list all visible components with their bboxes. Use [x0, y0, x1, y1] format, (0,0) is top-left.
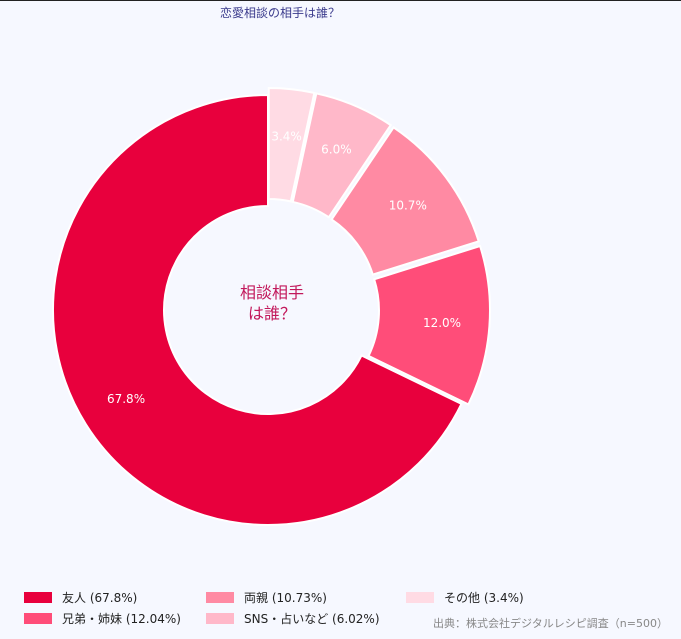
slice-4 — [291, 92, 393, 219]
legend-label-1: 友人 (67.8%) — [62, 591, 138, 605]
chart-title: 恋愛相談の相手は誰？ — [219, 6, 340, 20]
slice-1 — [52, 93, 463, 526]
slice-3 — [330, 126, 480, 276]
donut-chart: 3.4% 6.0% 10.7% 12.0% 67.8% 相談相手 は誰？ — [52, 87, 491, 526]
legend-swatch-5 — [406, 592, 434, 603]
legend-label-4: SNS・占いなど (6.02%) — [244, 612, 380, 626]
slice-label-4: 6.0% — [321, 142, 352, 156]
legend-swatch-3 — [206, 592, 234, 603]
center-label-line-2: は誰？ — [248, 304, 296, 323]
slices-group — [52, 87, 491, 526]
legend-item-5: その他 (3.4%) — [406, 589, 524, 606]
slice-label-3: 10.7% — [389, 199, 427, 213]
slice-labels-group: 3.4% 6.0% 10.7% 12.0% 67.8% — [107, 129, 461, 405]
slice-2 — [367, 244, 491, 406]
legend-item-2: 兄弟・姉妹 (12.04%) — [24, 610, 181, 627]
legend-label-2: 兄弟・姉妹 (12.04%) — [62, 612, 181, 626]
slice-5 — [267, 87, 316, 203]
legend-label-5: その他 (3.4%) — [444, 591, 524, 605]
legend-label-3: 両親 (10.73%) — [244, 591, 327, 605]
legend-swatch-2 — [24, 613, 52, 624]
center-label-line-1: 相談相手 — [240, 283, 304, 302]
legend-item-4: SNS・占いなど (6.02%) — [206, 610, 380, 627]
slice-label-5: 3.4% — [271, 129, 302, 143]
slice-label-2: 12.0% — [423, 316, 461, 330]
legend-swatch-1 — [24, 592, 52, 603]
legend-swatch-4 — [206, 613, 234, 624]
legend-item-3: 両親 (10.73%) — [206, 589, 327, 606]
slice-label-1: 67.8% — [107, 392, 145, 406]
source-note: 出典：株式会社デジタルレシピ調査（n=500） — [433, 617, 668, 630]
legend-item-1: 友人 (67.8%) — [24, 589, 137, 606]
